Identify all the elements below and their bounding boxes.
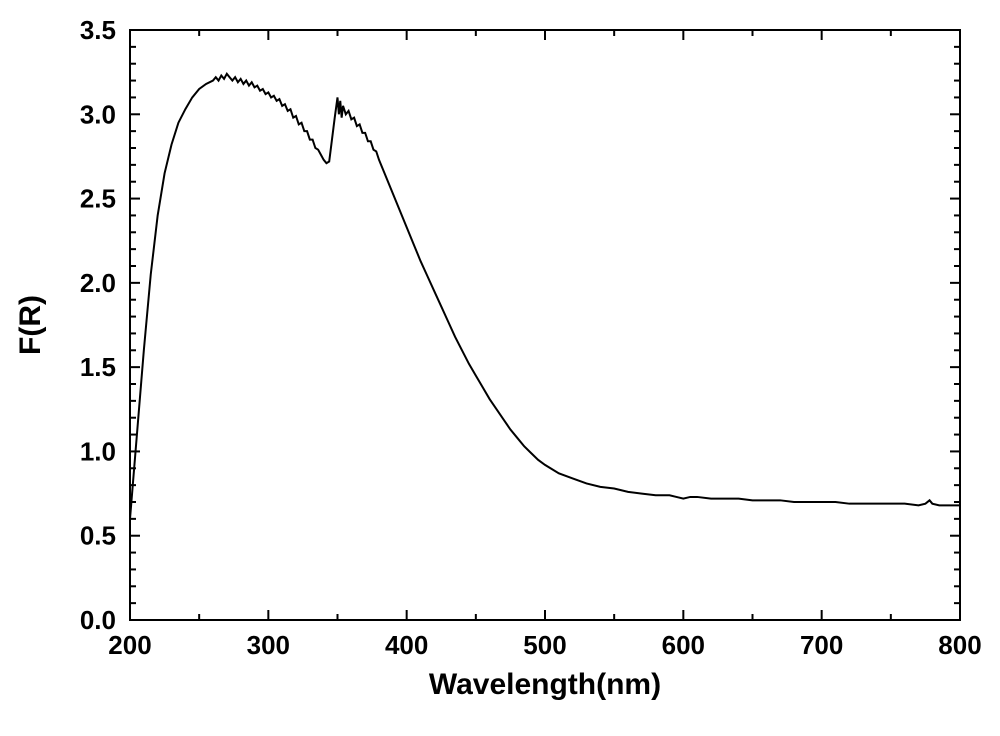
- spectrum-chart: 2003004005006007008000.00.51.01.52.02.53…: [0, 0, 1000, 736]
- chart-container: 2003004005006007008000.00.51.01.52.02.53…: [0, 0, 1000, 736]
- y-tick-label: 3.5: [80, 15, 116, 45]
- y-tick-label: 1.5: [80, 352, 116, 382]
- x-tick-label: 700: [800, 630, 843, 660]
- x-tick-label: 500: [523, 630, 566, 660]
- y-tick-label: 2.0: [80, 268, 116, 298]
- y-tick-label: 1.0: [80, 436, 116, 466]
- spectrum-line: [130, 74, 960, 519]
- x-tick-label: 300: [247, 630, 290, 660]
- y-tick-label: 3.0: [80, 99, 116, 129]
- x-axis-title: Wavelength(nm): [429, 668, 661, 701]
- plot-frame: [130, 30, 960, 620]
- x-tick-label: 800: [938, 630, 981, 660]
- y-axis-title: F(R): [14, 295, 47, 355]
- x-tick-label: 600: [662, 630, 705, 660]
- y-tick-label: 0.5: [80, 521, 116, 551]
- y-tick-label: 0.0: [80, 605, 116, 635]
- y-tick-label: 2.5: [80, 184, 116, 214]
- x-tick-label: 400: [385, 630, 428, 660]
